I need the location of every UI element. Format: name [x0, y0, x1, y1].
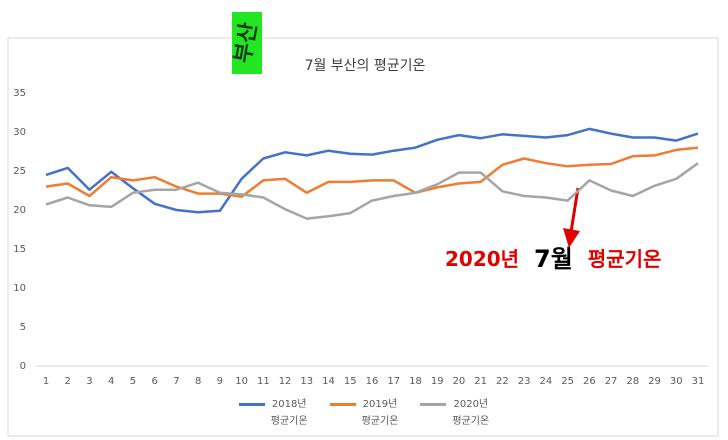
- x-tick-label: 16: [366, 376, 379, 387]
- y-tick-label: 20: [13, 205, 26, 216]
- x-tick-label: 10: [235, 376, 248, 387]
- series-line: [45, 162, 699, 220]
- annotation: 2020년 7월 평균기온: [445, 245, 661, 273]
- x-tick-label: 9: [217, 376, 223, 387]
- x-tick-label: 26: [583, 376, 596, 387]
- x-tick-label: 22: [496, 376, 509, 387]
- series-line: [45, 127, 699, 214]
- x-tick-label: 14: [322, 376, 335, 387]
- x-tick-label: 13: [300, 376, 313, 387]
- y-tick-label: 10: [13, 283, 26, 294]
- legend-item: 2020년 평균기온: [420, 396, 489, 430]
- badge-bg: [232, 12, 262, 74]
- x-tick-label: 12: [279, 376, 292, 387]
- legend: 2018년 평균기온 2019년 평균기온 2020년 평균기온: [0, 396, 728, 430]
- x-tick-label: 8: [195, 376, 201, 387]
- legend-swatch: [238, 403, 265, 406]
- y-tick-label: 35: [13, 88, 26, 99]
- x-tick-label: 27: [605, 376, 618, 387]
- x-tick-label: 21: [474, 376, 487, 387]
- x-tick-label: 11: [257, 376, 270, 387]
- x-tick-label: 6: [151, 376, 157, 387]
- arrow-head: [563, 228, 580, 248]
- x-tick-label: 4: [108, 376, 114, 387]
- x-tick-label: 23: [518, 376, 531, 387]
- x-tick-label: 30: [670, 376, 683, 387]
- x-tick-label: 3: [86, 376, 92, 387]
- annotation-label: 평균기온: [588, 247, 662, 271]
- x-tick-label: 7: [173, 376, 179, 387]
- x-tick-label: 29: [648, 376, 661, 387]
- legend-label: 2018년 평균기온: [270, 399, 308, 427]
- x-tick-label: 19: [431, 376, 444, 387]
- series-line: [45, 146, 699, 198]
- x-tick-label: 18: [409, 376, 422, 387]
- x-tick-label: 5: [130, 376, 136, 387]
- legend-swatch: [329, 403, 356, 406]
- y-tick-label: 0: [20, 361, 26, 372]
- annotation-month: 7월: [534, 245, 573, 273]
- x-tick-label: 17: [387, 376, 400, 387]
- y-tick-label: 5: [20, 322, 26, 333]
- x-tick-label: 2: [65, 376, 71, 387]
- chart-frame: [7, 37, 719, 437]
- legend-item: 2019년 평균기온: [329, 396, 399, 430]
- arrow-shaft: [569, 187, 580, 233]
- x-tick-label: 15: [344, 376, 357, 387]
- legend-label: 2019년 평균기온: [361, 399, 399, 427]
- annotation-year: 2020년: [445, 247, 519, 271]
- legend-label: 2020년 평균기온: [452, 399, 490, 427]
- y-tick-label: 30: [13, 127, 26, 138]
- x-tick-label: 20: [453, 376, 466, 387]
- y-tick-label: 15: [13, 244, 26, 255]
- x-tick-label: 24: [539, 376, 552, 387]
- chart-title: 7월 부산의 평균기온: [305, 58, 426, 74]
- y-tick-label: 25: [13, 166, 26, 177]
- x-tick-label: 31: [692, 376, 705, 387]
- x-tick-label: 1: [43, 376, 49, 387]
- x-tick-label: 28: [626, 376, 639, 387]
- legend-swatch: [420, 403, 447, 406]
- x-tick-label: 25: [561, 376, 574, 387]
- legend-item: 2018년 평균기온: [238, 396, 308, 430]
